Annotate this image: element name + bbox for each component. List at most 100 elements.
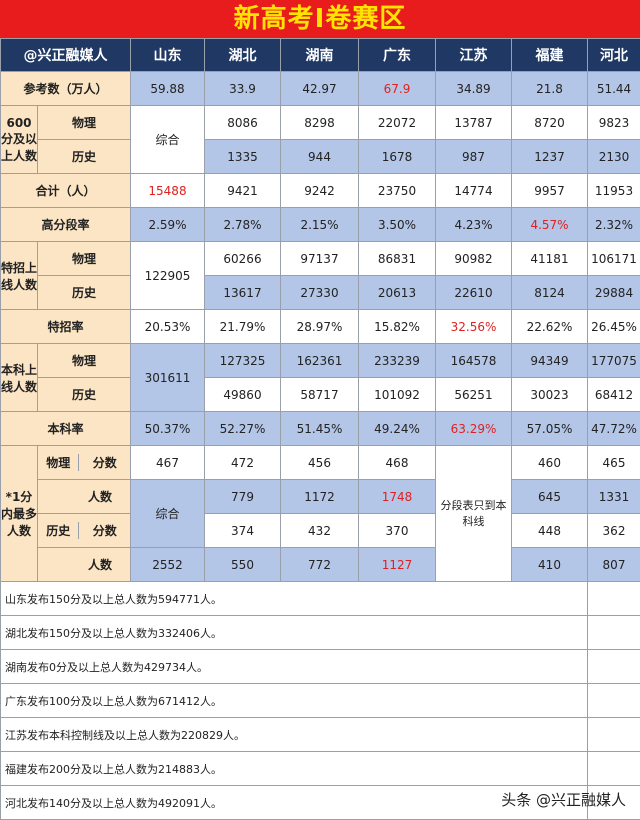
cell: 综合	[130, 105, 205, 174]
cell: 944	[280, 139, 359, 174]
table-row: 600分及以上人数 物理 综合 8086 8298 22072 13787 87…	[0, 105, 640, 174]
note-row: 江苏发布本科控制线及以上总人数为220829人。	[0, 717, 640, 752]
note-text: 湖北发布150分及以上总人数为332406人。	[0, 615, 588, 650]
cell: 4.57%	[511, 207, 588, 242]
sub-label: 分数	[78, 454, 130, 471]
table-row: *1分内最多人数 物理 分数 467 472 456 468 分段表只到本科线 4…	[0, 445, 640, 582]
cell: 67.9	[358, 71, 436, 106]
cell: 11953	[587, 173, 640, 208]
cell: 468	[358, 445, 436, 480]
cell: 22610	[435, 275, 512, 310]
province-header: 山东	[130, 38, 205, 72]
cell: 22.62%	[511, 309, 588, 344]
cell: 41181	[511, 241, 588, 276]
cell: 467	[130, 445, 205, 480]
sub-label: 历史	[37, 275, 131, 310]
province-header: 河北	[587, 38, 640, 72]
cell: 1335	[204, 139, 281, 174]
corner-label: @兴正融媒人	[0, 38, 131, 72]
cell: 2130	[587, 139, 640, 174]
row-label: 特招率	[0, 309, 131, 344]
province-header: 湖南	[280, 38, 359, 72]
cell: 14774	[435, 173, 512, 208]
cell: 2.59%	[130, 207, 205, 242]
cell: 90982	[435, 241, 512, 276]
cell: 410	[511, 547, 588, 582]
cell: 20.53%	[130, 309, 205, 344]
cell: 2552	[130, 547, 205, 582]
cell: 28.97%	[280, 309, 359, 344]
table-row: 合计（人） 15488 9421 9242 23750 14774 9957 1…	[0, 173, 640, 208]
cell: 370	[358, 513, 436, 548]
row-label: *1分内最多人数	[0, 445, 38, 582]
note-row: 广东发布100分及以上总人数为671412人。	[0, 683, 640, 718]
table-row: 历史 49860 58717 101092 56251 30023 68412	[1, 377, 640, 412]
empty-cell	[587, 683, 640, 718]
note-text: 山东发布150分及以上总人数为594771人。	[0, 581, 588, 616]
cell: 645	[511, 479, 588, 514]
cell: 47.72%	[587, 411, 640, 446]
table-row: 本科率 50.37% 52.27% 51.45% 49.24% 63.29% 5…	[0, 411, 640, 446]
note-row: 湖南发布0分及以上总人数为429734人。	[0, 649, 640, 684]
cell: 8298	[280, 105, 359, 140]
cell: 1237	[511, 139, 588, 174]
sub-label: 物理	[37, 343, 131, 378]
note-text: 湖南发布0分及以上总人数为429734人。	[0, 649, 588, 684]
cell: 362	[587, 513, 640, 548]
cell: 472	[204, 445, 281, 480]
cell: 94349	[511, 343, 588, 378]
row-label: 高分段率	[0, 207, 131, 242]
note-text: 河北发布140分及以上总人数为492091人。	[0, 785, 588, 820]
empty-cell	[587, 615, 640, 650]
empty-cell	[587, 751, 640, 786]
row-label: 特招上线人数	[0, 241, 38, 310]
note-row: 河北发布140分及以上总人数为492091人。	[0, 785, 640, 820]
cell: 23750	[358, 173, 436, 208]
cell: 122905	[130, 241, 205, 310]
cell: 32.56%	[435, 309, 512, 344]
cell: 22072	[358, 105, 436, 140]
cell: 432	[280, 513, 359, 548]
cell: 8124	[511, 275, 588, 310]
cell: 4.23%	[435, 207, 512, 242]
cell: 2.78%	[204, 207, 281, 242]
data-table: @兴正融媒人 山东 湖北 湖南 广东 江苏 福建 河北 参考数（万人） 59.8…	[0, 38, 640, 820]
table-row: 参考数（万人） 59.88 33.9 42.97 67.9 34.89 21.8…	[0, 71, 640, 106]
table-row: 特招上线人数 物理 122905 60266 97137 86831 90982…	[0, 241, 640, 310]
cell: 42.97	[280, 71, 359, 106]
note-text: 福建发布200分及以上总人数为214883人。	[0, 751, 588, 786]
cell: 9242	[280, 173, 359, 208]
sub-label: 历史	[37, 139, 131, 174]
cell: 60266	[204, 241, 281, 276]
cell: 34.89	[435, 71, 512, 106]
row-label: 参考数（万人）	[0, 71, 131, 106]
sub-group: 物理 分数	[37, 445, 131, 480]
cell: 13787	[435, 105, 512, 140]
watermark: 头条 @兴正融媒人	[501, 791, 626, 809]
cell: 97137	[280, 241, 359, 276]
province-header: 江苏	[435, 38, 512, 72]
table-row: 高分段率 2.59% 2.78% 2.15% 3.50% 4.23% 4.57%…	[0, 207, 640, 242]
note-text: 广东发布100分及以上总人数为671412人。	[0, 683, 588, 718]
cell: 807	[587, 547, 640, 582]
cell: 30023	[511, 377, 588, 412]
cell: 20613	[358, 275, 436, 310]
province-header: 广东	[358, 38, 436, 72]
cell: 106171	[587, 241, 640, 276]
row-label: 合计（人）	[0, 173, 131, 208]
sub-label: 人数	[37, 547, 131, 582]
cell: 58717	[280, 377, 359, 412]
cell: 233239	[358, 343, 436, 378]
cell: 68412	[587, 377, 640, 412]
cell: 101092	[358, 377, 436, 412]
cell: 9823	[587, 105, 640, 140]
sub-group-table: 历史 分数	[38, 522, 130, 539]
cell: 460	[511, 445, 588, 480]
cell: 综合	[130, 479, 205, 548]
cell: 29884	[587, 275, 640, 310]
row-label: 本科上线人数	[0, 343, 38, 412]
sub-label: 分数	[78, 522, 130, 539]
cell: 164578	[435, 343, 512, 378]
province-header: 湖北	[204, 38, 281, 72]
table-row: 人数 综合 779 1172 1748 645 1331	[1, 479, 640, 548]
